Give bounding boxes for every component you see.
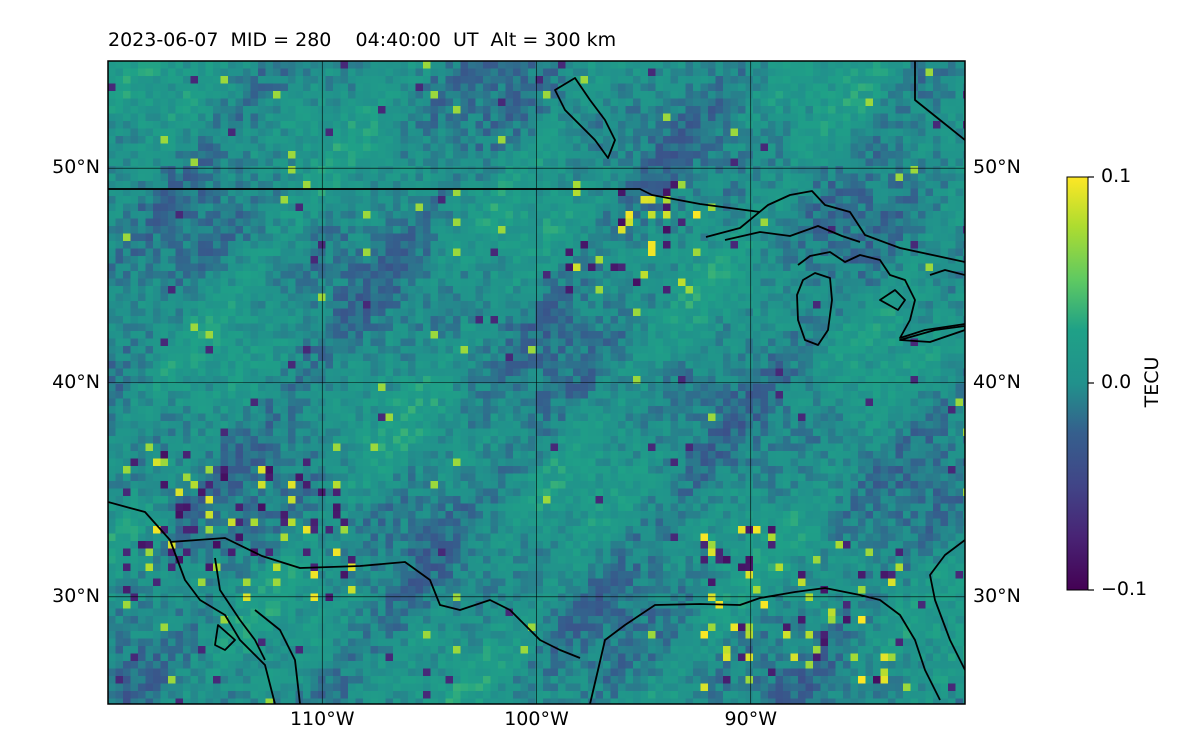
map-frame (107, 60, 966, 705)
lon-tick-label: 90°W (724, 708, 777, 730)
lon-tick-label: 100°W (504, 708, 569, 730)
colorbar-ticks (1088, 176, 1094, 591)
tec-raster (108, 61, 965, 704)
gridlines (108, 61, 965, 704)
lon-tick-label: 110°W (289, 708, 355, 730)
lat-tick-label-right: 30°N (973, 584, 1021, 607)
lat-tick-label-right: 40°N (973, 370, 1021, 393)
lat-tick-label-left: 50°N (52, 156, 100, 179)
lat-tick-label-left: 40°N (52, 370, 100, 393)
colorbar-tick-max: 0.1 (1101, 165, 1132, 187)
colorbar-tick-mid: 0.0 (1101, 371, 1132, 393)
lat-tick-label-right: 50°N (973, 156, 1021, 179)
lat-tick-label-left: 30°N (52, 584, 100, 607)
colorbar-tick-min: −0.1 (1101, 578, 1148, 600)
map-title: 2023-06-07 MID = 280 04:40:00 UT Alt = 3… (108, 29, 617, 51)
coastlines (108, 61, 965, 704)
colorbar (1066, 176, 1089, 591)
colorbar-label: TECU (1141, 356, 1163, 408)
